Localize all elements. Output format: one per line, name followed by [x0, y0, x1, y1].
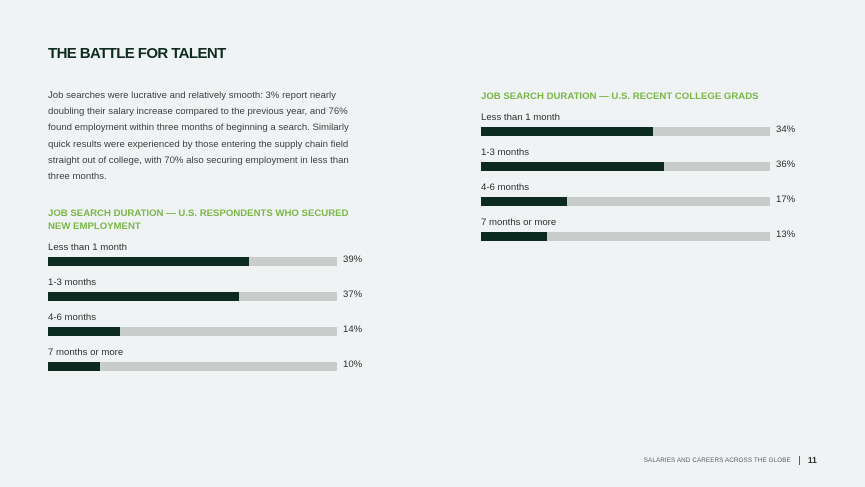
bar-row: 4-6 months 17% — [481, 181, 801, 216]
bar — [48, 292, 239, 301]
bar-value-label: 36% — [776, 159, 796, 170]
page-footer: SALARIES AND CAREERS ACROSS THE GLOBE 11 — [644, 455, 817, 465]
bar — [481, 197, 567, 206]
chart-title: JOB SEARCH DURATION — U.S. RESPONDENTS W… — [48, 208, 349, 232]
bar — [48, 257, 249, 266]
bar-category-label: 1-3 months — [481, 147, 529, 158]
bar-track — [48, 292, 337, 301]
bar-value-label: 39% — [343, 254, 363, 265]
bar-track — [48, 362, 337, 371]
bar-row: Less than 1 month 39% — [48, 241, 368, 276]
bar — [481, 232, 547, 241]
bar — [48, 362, 100, 371]
bar-category-label: 1-3 months — [48, 277, 96, 288]
bar-track — [48, 257, 337, 266]
bar-row: 1-3 months 37% — [48, 276, 368, 311]
chart-respondents: JOB SEARCH DURATION — U.S. RESPONDENTS W… — [48, 207, 368, 381]
bar-row: 7 months or more 10% — [48, 346, 368, 381]
bar-value-label: 10% — [343, 359, 363, 370]
bar — [48, 327, 120, 336]
page-title: THE BATTLE FOR TALENT — [48, 45, 226, 62]
chart-title: JOB SEARCH DURATION — U.S. RECENT COLLEG… — [481, 91, 759, 102]
footer-divider — [798, 455, 800, 465]
bar-value-label: 13% — [776, 229, 796, 240]
bar — [481, 127, 653, 136]
bar — [481, 162, 664, 171]
bar-value-label: 37% — [343, 289, 363, 300]
bar-track — [48, 327, 337, 336]
bar-category-label: 4-6 months — [481, 182, 529, 193]
bar-track — [481, 127, 770, 136]
bar-category-label: 7 months or more — [481, 217, 557, 228]
bar-row: Less than 1 month 34% — [481, 111, 801, 146]
bar-value-label: 17% — [776, 194, 796, 205]
bar-category-label: Less than 1 month — [481, 112, 560, 123]
bar-value-label: 34% — [776, 124, 796, 135]
bar-track — [481, 232, 770, 241]
page-number: 11 — [807, 455, 817, 465]
bar-value-label: 14% — [343, 324, 363, 335]
bar-category-label: Less than 1 month — [48, 242, 127, 253]
bar-track — [481, 162, 770, 171]
bar-row: 4-6 months 14% — [48, 311, 368, 346]
intro-paragraph: Job searches were lucrative and relative… — [48, 90, 349, 183]
chart-college-grads: JOB SEARCH DURATION — U.S. RECENT COLLEG… — [481, 90, 801, 251]
bar-track — [481, 197, 770, 206]
bar-row: 7 months or more 13% — [481, 216, 801, 251]
bar-category-label: 4-6 months — [48, 312, 96, 323]
bar-category-label: 7 months or more — [48, 347, 124, 358]
footer-text: SALARIES AND CAREERS ACROSS THE GLOBE — [643, 456, 791, 464]
bar-row: 1-3 months 36% — [481, 146, 801, 181]
